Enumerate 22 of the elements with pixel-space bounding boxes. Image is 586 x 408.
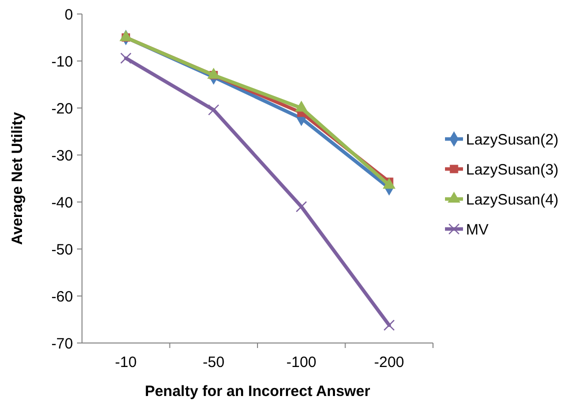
y-tick-label: -10: [51, 53, 73, 70]
point: [384, 320, 395, 331]
y-tick-label: -20: [51, 100, 73, 118]
legend-label: LazySusan(2): [466, 131, 559, 148]
legend-label: LazySusan(4): [466, 191, 559, 208]
point: [296, 201, 307, 212]
x-tick-label: -10: [115, 354, 137, 371]
y-tick-label: -50: [51, 241, 73, 258]
y-tick-label: -70: [51, 335, 73, 352]
legend-label: MV: [466, 221, 488, 238]
x-tick-label: -200: [374, 354, 404, 371]
y-tick-label: -30: [51, 147, 73, 164]
y-tick-label: 0: [64, 6, 73, 24]
y-tick-label: -60: [51, 288, 73, 306]
y-axis-title: Average Net Utility: [9, 111, 26, 245]
x-tick-label: -100: [286, 354, 316, 371]
x-axis-title: Penalty for an Incorrect Answer: [144, 383, 370, 400]
point: [208, 104, 220, 116]
y-tick-label: -40: [51, 194, 73, 212]
legend-label: LazySusan(3): [466, 161, 559, 178]
point: [120, 52, 132, 64]
x-tick-label: -50: [202, 354, 224, 371]
